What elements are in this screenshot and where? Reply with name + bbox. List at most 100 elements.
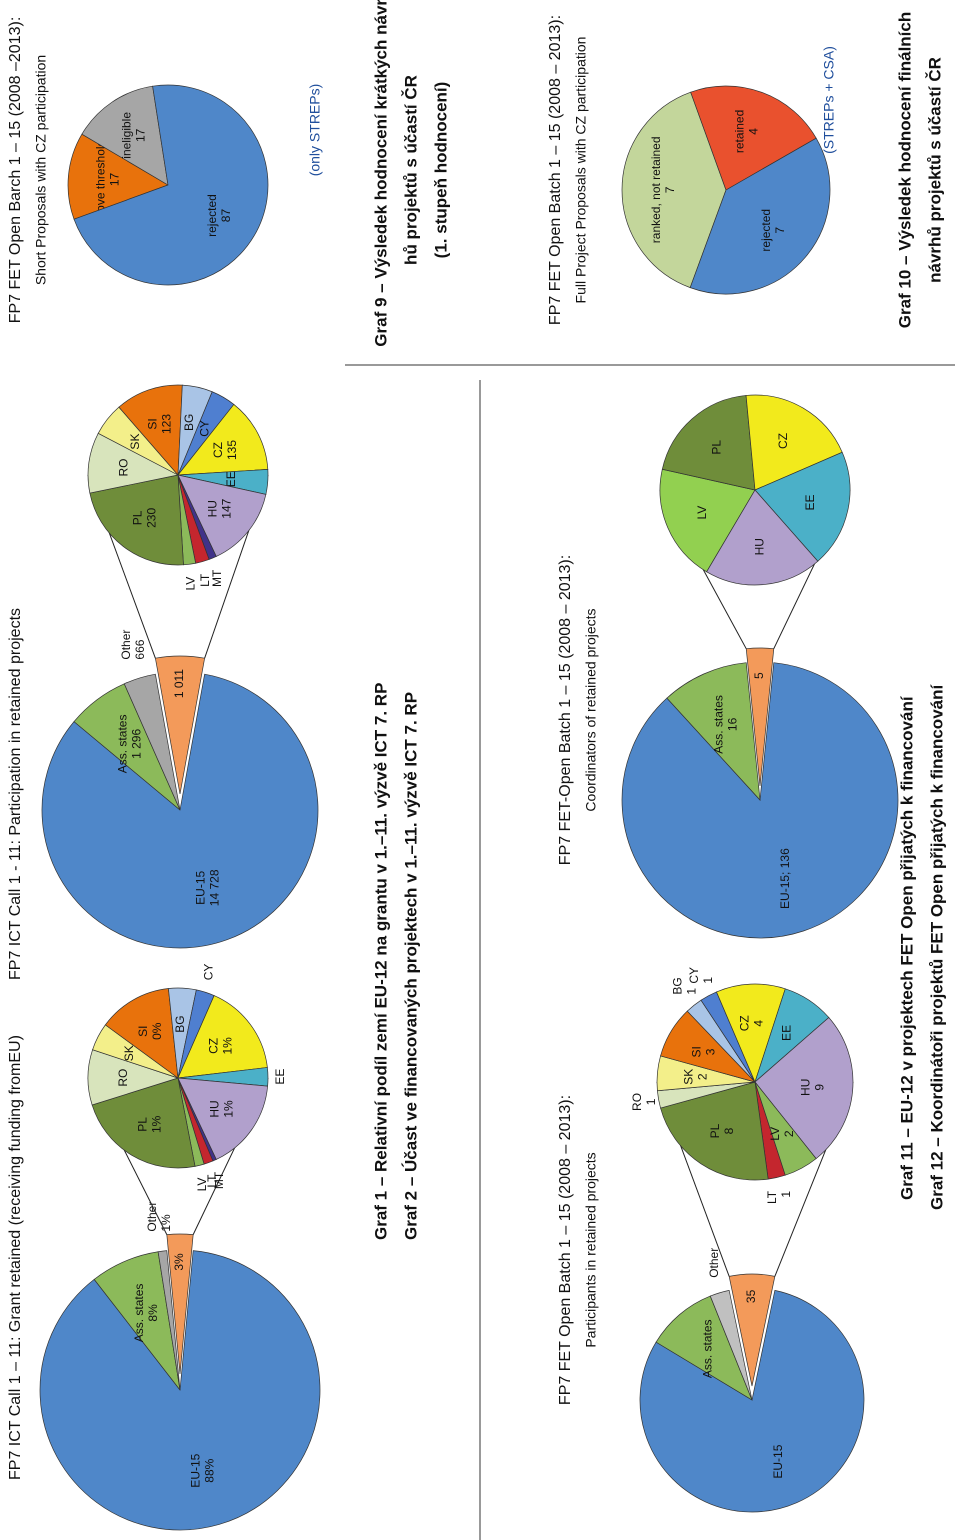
pie-slice xyxy=(639,1289,865,1513)
pie-slice xyxy=(716,983,786,1083)
slice-value: 87 xyxy=(219,209,233,223)
slice-value: 3 xyxy=(704,1048,718,1055)
slice-label: EU-15 xyxy=(189,1453,203,1487)
slice-label: ineligible xyxy=(119,112,133,159)
caption: Graf 1 – Relativní podíl zemí EU-12 na g… xyxy=(371,683,390,1240)
caption: Graf 11 – EU-12 v projektech FET Open př… xyxy=(897,695,916,1200)
slice-label: LV xyxy=(195,1178,209,1192)
caption: Graf 2 – Účast ve financovaných projekte… xyxy=(401,692,420,1240)
pie-slice xyxy=(67,133,169,220)
pie-slice xyxy=(123,673,181,811)
slice-value: 0% xyxy=(150,1022,164,1040)
slice-label: Other xyxy=(119,630,133,660)
slice-value: 1 296 xyxy=(129,729,143,759)
caption: hů projektů s účastí ČR xyxy=(401,75,420,265)
slice-label: LV xyxy=(695,506,709,520)
slice-label: PL xyxy=(708,1123,722,1138)
chart-subtitle: Participants in retained projects xyxy=(583,1152,599,1347)
pie-slice xyxy=(709,1289,753,1401)
chart-title: FP7 FET Open Barch 1 – 15 (2008 –2013): xyxy=(7,17,24,324)
slice-value: EU-15; 136 xyxy=(778,848,792,909)
slice-value: 123 xyxy=(159,414,173,434)
slice-label: MT xyxy=(210,569,224,587)
slice-label: CZ xyxy=(211,442,225,458)
pie-slice xyxy=(661,395,756,491)
slice-value: 35 xyxy=(744,1289,758,1303)
chart-subtitle: Full Project Proposals with CZ participa… xyxy=(573,37,589,304)
slice-label: SK xyxy=(122,1045,136,1061)
slice-value: 2 xyxy=(782,1130,796,1137)
pie-slice xyxy=(91,1077,196,1169)
slice-label: HU xyxy=(799,1079,813,1096)
slice-label: RO xyxy=(117,458,131,476)
pie-slice xyxy=(690,85,817,191)
slice-value: 1% xyxy=(150,1115,164,1133)
slice-label: CZ xyxy=(207,1038,221,1054)
slice-label: SK xyxy=(128,434,142,450)
pie-slice xyxy=(118,384,183,476)
chart-title: FP7 ICT Call 1 – 11: Grant retained (rec… xyxy=(7,1035,24,1480)
pie-slice xyxy=(660,1081,769,1181)
slice-label: Ass. states xyxy=(711,695,725,754)
chart-note: (only STREPs) xyxy=(307,84,323,177)
slice-label: RO xyxy=(116,1069,130,1087)
slice-label: Other xyxy=(707,1248,721,1278)
caption: (1. stupeň hodnocení) xyxy=(431,82,450,259)
pie-slice xyxy=(666,662,761,802)
slice-label: CZ xyxy=(776,433,790,449)
chart-title: FP7 FET Open Batch 1 – 15 (2008 – 2013): xyxy=(547,15,564,325)
chart-subtitle: Coordinators of retained projects xyxy=(583,608,599,811)
slice-label: rejected xyxy=(759,209,773,252)
pie-slice xyxy=(177,995,268,1079)
slice-label: Ass. states xyxy=(132,1284,146,1343)
slice-value: 230 xyxy=(144,508,158,528)
pie-slice xyxy=(754,1081,817,1176)
slice-label: HU xyxy=(207,1100,221,1117)
slice-value: 17 xyxy=(133,128,147,142)
pie-slice xyxy=(745,647,775,787)
slice-value: 666 xyxy=(133,639,147,659)
pie-slice xyxy=(655,1295,753,1401)
slice-value: 88% xyxy=(203,1458,217,1482)
chart-title: FP7 FET Open Batch 1 – 15 (2008 – 2013): xyxy=(557,1095,574,1405)
chart-note: (STREPs + CSA) xyxy=(821,46,837,154)
pie-slice xyxy=(157,1250,181,1391)
pie-slice xyxy=(745,394,843,491)
slice-label: Ass. states xyxy=(701,1319,715,1378)
slice-value: 1 xyxy=(644,1098,658,1105)
slice-value: 7 xyxy=(663,186,677,193)
slice-value: 5 xyxy=(752,672,766,679)
slice-label: CY xyxy=(201,964,215,981)
slice-value: 7 xyxy=(773,227,787,234)
slice-label: LV xyxy=(183,577,197,591)
caption: návrhů projektů s účastí ČR xyxy=(925,57,944,283)
slice-label: SI xyxy=(690,1046,704,1057)
slice-label: LT xyxy=(198,573,212,587)
pie-slice xyxy=(621,91,727,289)
slice-value: 1 xyxy=(779,1191,793,1198)
pie-slice xyxy=(154,655,206,795)
pie-slice xyxy=(754,451,851,562)
slice-label: HU xyxy=(753,538,767,555)
slice-value: 8 xyxy=(722,1127,736,1134)
pie-slice xyxy=(689,137,831,295)
slice-label: HU xyxy=(205,500,219,517)
slice-value: 9 xyxy=(813,1084,827,1091)
slice-label: BG xyxy=(182,414,196,431)
slice-value: 4 xyxy=(752,1020,766,1027)
slice-label: rejected xyxy=(205,194,219,237)
pie-slice xyxy=(728,1273,776,1387)
pie-slice xyxy=(39,1250,321,1531)
slice-label: LV xyxy=(768,1127,782,1141)
slice-value: 147 xyxy=(219,498,233,518)
pie-slice xyxy=(41,673,319,949)
slice-label: CY xyxy=(197,420,211,437)
slice-label: above thresholds xyxy=(93,134,107,225)
pie-slice xyxy=(177,474,267,557)
slice-label: CY xyxy=(687,967,701,984)
slice-value: 1 xyxy=(685,988,699,995)
caption: Graf 9 – Výsledek hodnocení krátkých náv… xyxy=(371,0,390,347)
slice-value: 1 xyxy=(701,977,715,984)
